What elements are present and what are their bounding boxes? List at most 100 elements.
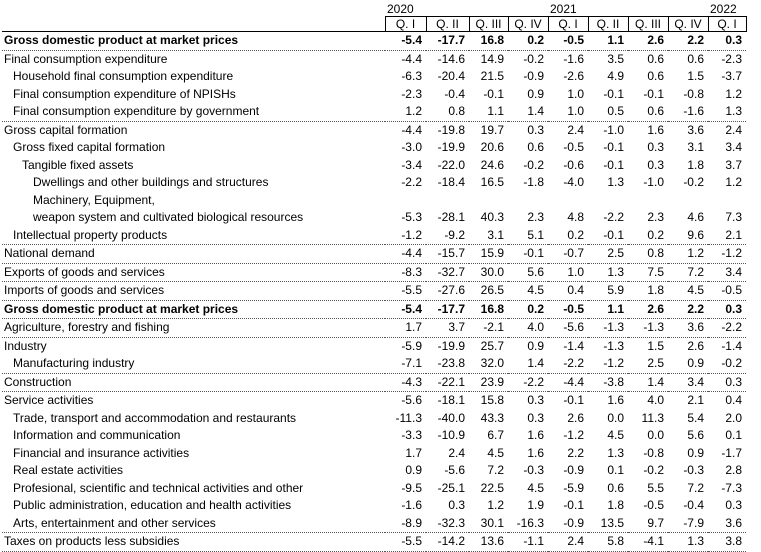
value-cell: -15.7: [426, 244, 469, 264]
value-cell: -7.1: [385, 355, 426, 374]
value-cell: [548, 192, 588, 210]
value-cell: -0.8: [643, 445, 664, 460]
value-cell: -1.7: [721, 445, 742, 460]
value-cell: -1.8: [523, 175, 544, 190]
value-cell: 0.9: [527, 86, 544, 101]
value-cell: -14.6: [437, 51, 465, 66]
value-cell: -0.5: [643, 498, 664, 513]
value-cell: -4.0: [563, 175, 584, 190]
value-cell: -7.9: [668, 514, 708, 533]
quarter-header: Q. III: [468, 16, 509, 32]
value-cell: 13.6: [469, 532, 508, 552]
quarter-header: Q. III: [627, 16, 669, 32]
row-label: Gross fixed capital formation: [13, 140, 166, 155]
value-cell: -0.5: [708, 281, 746, 301]
value-cell: 23.9: [469, 373, 508, 392]
value-cell: -1.2: [385, 226, 426, 245]
value-cell: [426, 192, 469, 210]
value-cell: -0.2: [683, 175, 704, 190]
value-cell: 3.4: [708, 263, 746, 282]
value-cell: 26.5: [469, 281, 508, 301]
row-label: Trade, transport and accommodation and r…: [13, 410, 297, 425]
row-label: Household final consumption expenditure: [13, 69, 234, 84]
value-cell: -1.4: [563, 338, 584, 353]
value-cell: -0.6: [563, 157, 584, 172]
year-2020: 2020: [385, 2, 548, 17]
value-cell: -3.8: [588, 373, 628, 392]
value-cell: 1.8: [607, 498, 624, 513]
value-cell: 4.5: [668, 281, 708, 301]
value-cell: 2.4: [567, 122, 584, 137]
table-row: Final consumption expenditure -4.4 -14.6 14…: [2, 50, 746, 68]
value-cell: -4.1: [628, 532, 668, 552]
value-cell: 6.7: [487, 428, 504, 443]
value-cell: -0.4: [683, 498, 704, 513]
value-cell: 0.3: [647, 157, 664, 172]
value-cell: 5.4: [687, 410, 704, 425]
table-row: Gross capital formation -4.4 -19.8 19.7 0.3 2…: [2, 121, 746, 139]
value-cell: -0.2: [643, 463, 664, 478]
value-cell: 1.3: [668, 532, 708, 552]
value-cell: 0.3: [725, 498, 742, 513]
value-cell: 0.9: [668, 355, 708, 374]
value-cell: 0.3: [448, 498, 465, 513]
row-label: Real estate activities: [13, 463, 124, 478]
value-cell: -3.7: [721, 69, 742, 84]
value-cell: 5.6: [687, 428, 704, 443]
value-cell: -5.6: [548, 318, 588, 338]
value-cell: 0.6: [647, 69, 664, 84]
value-cell: [708, 192, 746, 210]
value-cell: 4.0: [647, 393, 664, 408]
table-row: Information and communication -3.3 -10.9 6.…: [2, 427, 746, 445]
value-cell: -3.4: [401, 157, 422, 172]
value-cell: 0.4: [725, 393, 742, 408]
value-cell: -2.2: [603, 210, 624, 225]
value-cell: 22.5: [480, 480, 504, 495]
value-cell: -0.2: [708, 355, 746, 374]
value-cell: -5.5: [385, 532, 426, 552]
value-cell: -0.5: [563, 140, 584, 155]
value-cell: -4.4: [401, 122, 422, 137]
value-cell: 0.2: [508, 31, 548, 51]
value-cell: 1.7: [385, 318, 426, 338]
row-label: Final consumption expenditure of NPISHs: [13, 86, 236, 101]
value-cell: 4.5: [607, 428, 624, 443]
value-cell: [508, 192, 548, 210]
value-cell: 1.1: [588, 31, 628, 51]
row-label: weapon system and cultivated biological …: [33, 210, 304, 225]
value-cell: -2.3: [721, 51, 742, 66]
row-label: Gross capital formation: [4, 122, 128, 137]
table-row: Industry -5.9 -19.9 25.7 0.9 -1.4 -1.3 1.5 2.6 -1…: [2, 337, 746, 355]
row-label: Imports of goods and services: [2, 281, 385, 301]
value-cell: 0.3: [647, 140, 664, 155]
value-cell: [628, 192, 668, 210]
value-cell: 20.6: [480, 140, 504, 155]
value-cell: -1.1: [508, 532, 548, 552]
row-label: Arts, entertainment and other services: [2, 514, 385, 533]
value-cell: -7.3: [721, 480, 742, 495]
value-cell: 1.2: [487, 498, 504, 513]
quarter-header: Q. I: [384, 16, 427, 32]
value-cell: 2.5: [588, 244, 628, 264]
row-label: Public administration, education and hea…: [13, 498, 292, 513]
value-cell: 2.1: [708, 226, 746, 245]
value-cell: -25.1: [437, 480, 465, 495]
value-cell: -0.9: [563, 463, 584, 478]
value-cell: -22.0: [437, 157, 465, 172]
value-cell: 1.1: [469, 103, 508, 122]
value-cell: 1.1: [588, 300, 628, 319]
value-cell: -2.2: [548, 355, 588, 374]
table-row: Tangible fixed assets -3.4 -22.0 24.6 -0.2 -0…: [2, 157, 746, 175]
value-cell: [469, 192, 508, 210]
row-label: Information and communication: [13, 428, 181, 443]
value-cell: 3.7: [426, 318, 469, 338]
value-cell: -6.3: [401, 69, 422, 84]
value-cell: -1.3: [628, 318, 668, 338]
value-cell: 2.6: [567, 410, 584, 425]
value-cell: -18.4: [437, 175, 465, 190]
value-cell: -0.1: [483, 86, 504, 101]
value-cell: -4.4: [548, 373, 588, 392]
table-row: Public administration, education and hea…: [2, 497, 746, 515]
